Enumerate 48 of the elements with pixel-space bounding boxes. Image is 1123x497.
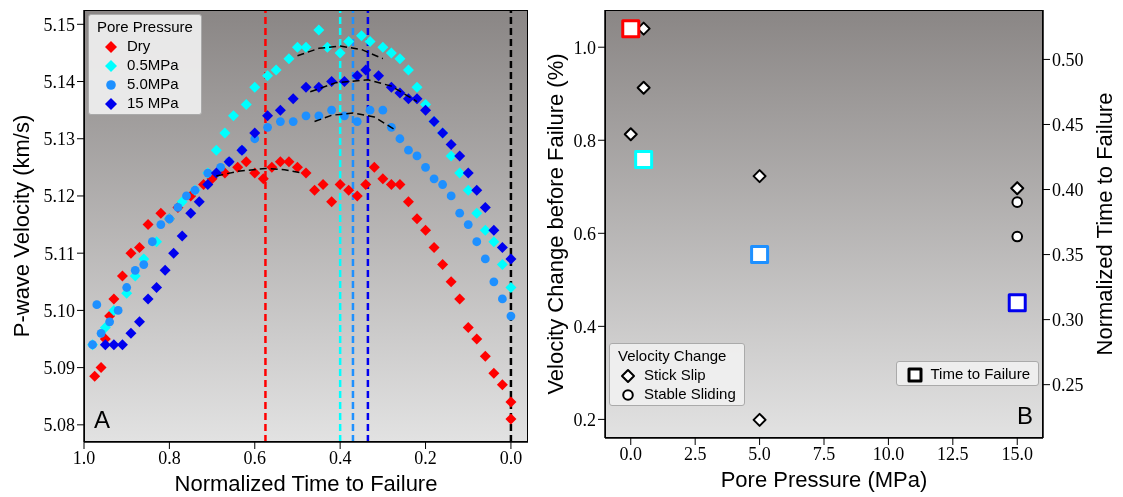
y-tick-label: 5.13 bbox=[43, 129, 75, 150]
y-axis-title: Velocity Change before Failure (%) bbox=[543, 53, 568, 395]
y-tick-label: 1.0 bbox=[573, 37, 596, 58]
x-tick-label: 12.5 bbox=[937, 443, 969, 464]
legend-label: 5.0MPa bbox=[126, 74, 180, 94]
x-tick-label: 1.0 bbox=[72, 447, 96, 468]
y2-tick-label: 0.50 bbox=[1052, 49, 1084, 70]
x-tick-label: 0.2 bbox=[414, 447, 437, 468]
y-tick-label: 0.8 bbox=[573, 130, 596, 151]
x-axis-title: Pore Pressure (MPa) bbox=[720, 467, 928, 492]
y-axis-title: P-wave Velocity (km/s) bbox=[9, 114, 34, 338]
legend-label: Stable Sliding bbox=[643, 384, 736, 404]
y-tick-label: 0.4 bbox=[573, 316, 596, 337]
y-tick-label: 5.08 bbox=[43, 415, 75, 436]
x-tick-label: 0.0 bbox=[619, 443, 643, 464]
legend-label: Dry bbox=[126, 36, 152, 56]
y-tick-label: 5.15 bbox=[43, 14, 75, 35]
legend-label: 15 MPa bbox=[126, 93, 180, 113]
y-tick-label: 5.09 bbox=[43, 358, 75, 379]
x-tick-label: 0.8 bbox=[158, 447, 181, 468]
y-tick-label: 0.6 bbox=[573, 223, 596, 244]
y2-tick-label: 0.45 bbox=[1052, 114, 1084, 135]
x-tick-label: 10.0 bbox=[872, 443, 905, 464]
y-tick-label: 5.11 bbox=[44, 243, 75, 264]
legend-label: Stick Slip bbox=[643, 365, 707, 385]
y-tick-label: 5.10 bbox=[43, 300, 75, 321]
x-tick-label: 5.0 bbox=[748, 443, 771, 464]
x-axis-title: Normalized Time to Failure bbox=[174, 471, 438, 496]
y-tick-label: 0.2 bbox=[573, 409, 596, 430]
annotation: A bbox=[94, 406, 111, 434]
x-tick-label: 7.5 bbox=[812, 443, 836, 464]
y2-tick-label: 0.30 bbox=[1052, 310, 1084, 331]
y2-tick-label: 0.35 bbox=[1052, 244, 1084, 265]
y-tick-label: 5.12 bbox=[43, 186, 75, 207]
legend-label: Time to Failure bbox=[929, 364, 1030, 384]
x-tick-label: 15.0 bbox=[1001, 443, 1033, 464]
x-tick-label: 0.6 bbox=[243, 447, 267, 468]
y-tick-label: 5.14 bbox=[43, 71, 75, 92]
y2-tick-label: 0.25 bbox=[1052, 375, 1084, 396]
x-tick-label: 2.5 bbox=[683, 443, 707, 464]
legend-title: Pore Pressure bbox=[97, 17, 193, 36]
x-tick-label: 0.0 bbox=[499, 447, 523, 468]
y2-axis-title: Normalized Time to Failure bbox=[1092, 92, 1117, 356]
annotation: B bbox=[1016, 402, 1033, 430]
legend-title: Velocity Change bbox=[618, 346, 728, 365]
y2-tick-label: 0.40 bbox=[1052, 179, 1084, 200]
x-tick-label: 0.4 bbox=[328, 447, 352, 468]
legend-label: 0.5MPa bbox=[126, 55, 180, 75]
